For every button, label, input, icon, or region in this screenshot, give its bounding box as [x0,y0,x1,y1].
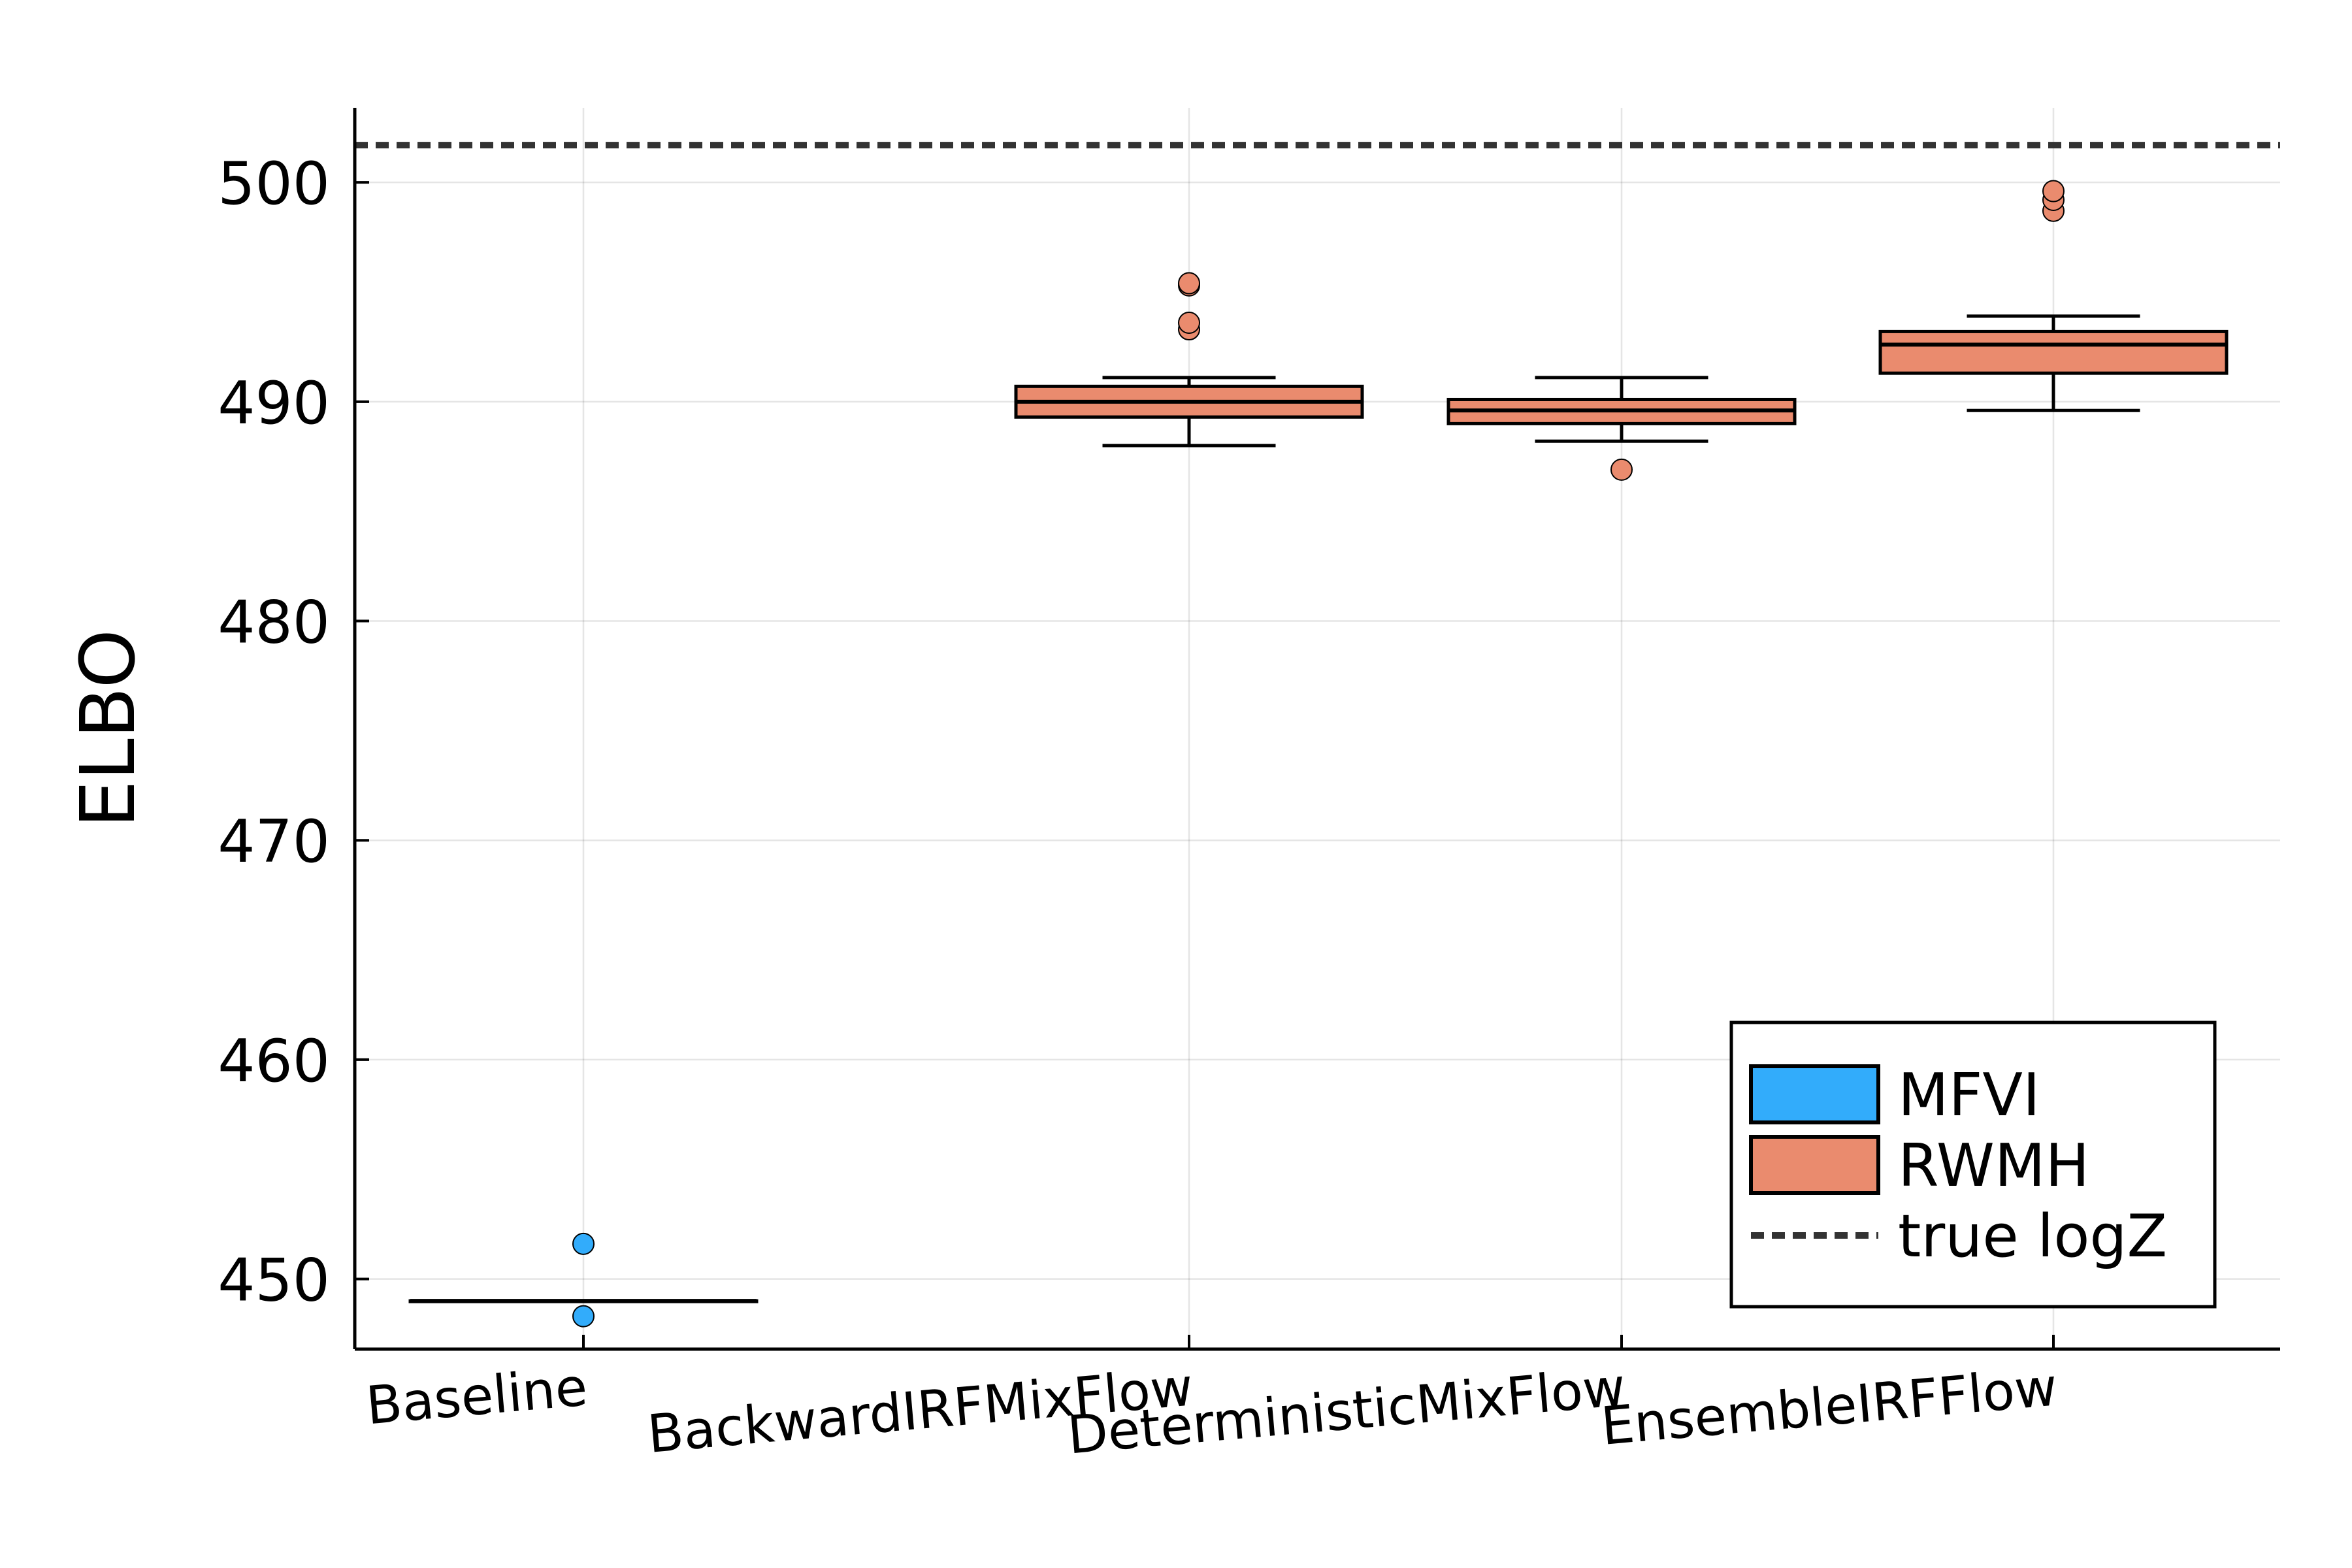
y-tick-label: 490 [218,369,330,438]
y-axis-label: ELBO [65,629,152,828]
box-BackwardIRFMixFlow [1014,272,1364,448]
legend-label: MFVI [1898,1061,2040,1130]
outlier-point [1178,272,1200,295]
legend-label: RWMH [1898,1132,2089,1200]
y-tick-label: 460 [218,1027,330,1096]
boxes [408,180,2229,1328]
outlier-point [572,1305,595,1328]
legend-swatch [1749,1064,1880,1124]
legend-label: true logZ [1898,1202,2167,1271]
x-tick-label: EnsembleIRFFlow [1599,1356,2060,1457]
outlier-point [1178,311,1200,334]
y-tick-label: 480 [218,589,330,657]
box-DeterministicMixFlow [1446,376,1797,481]
y-tick-label: 500 [218,150,330,218]
x-tick-label: Baseline [364,1356,590,1436]
box-EnsembleIRFFlow [1878,180,2229,412]
box-Baseline [408,1232,759,1328]
outlier-point [1610,458,1633,481]
outlier-point [2042,180,2065,203]
legend-swatch [1749,1135,1880,1195]
axes [353,108,2280,1351]
y-tick-label: 450 [218,1247,330,1315]
y-tick-label: 470 [218,808,330,876]
outlier-point [572,1232,595,1255]
iqr-box [1878,329,2229,375]
